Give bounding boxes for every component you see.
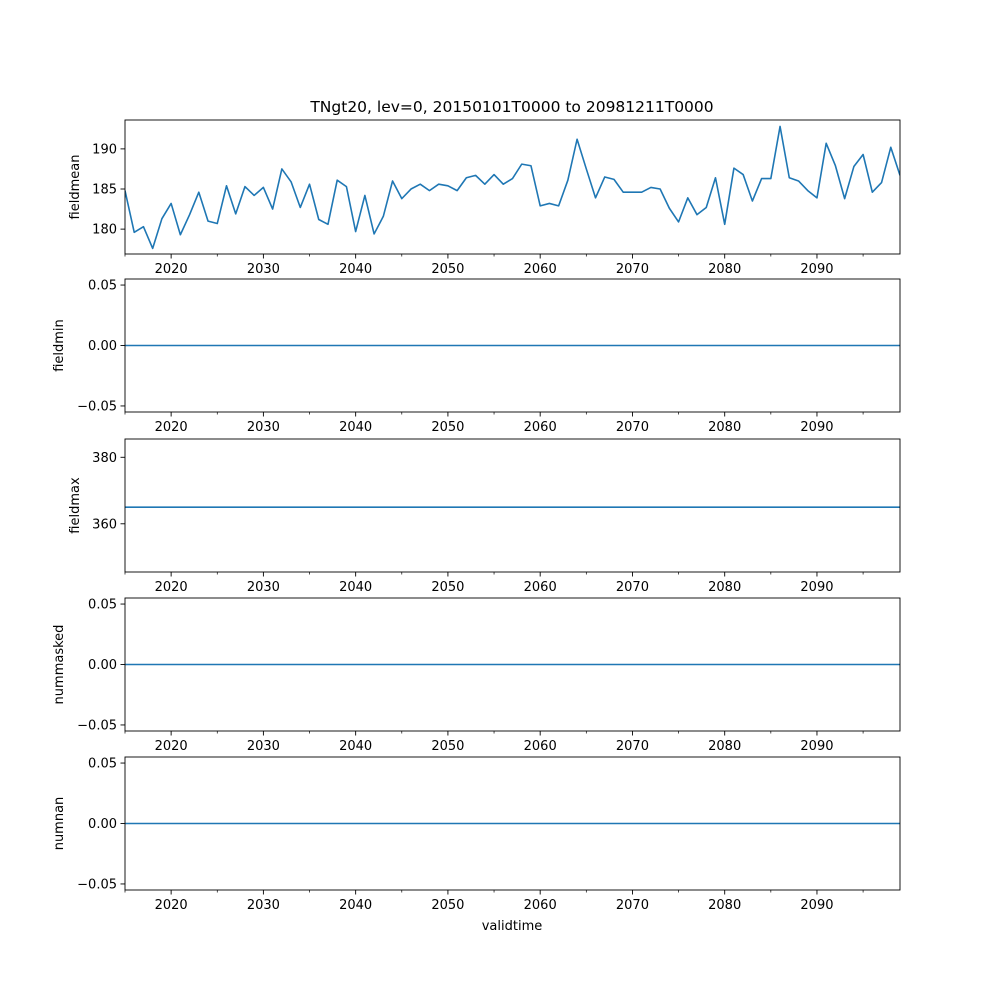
x-tick-label: 2040 bbox=[339, 420, 372, 435]
x-tick-label: 2040 bbox=[339, 580, 372, 595]
y-tick-label: 360 bbox=[92, 517, 117, 532]
subplot-nummasked: 2020 2030 2040 2050 2060 2070 2080 2090 −0.05 0.0… bbox=[52, 598, 901, 754]
y-tick-label: 380 bbox=[92, 451, 117, 466]
x-tick-label: 2050 bbox=[431, 739, 464, 754]
x-tick-label: 2050 bbox=[431, 580, 464, 595]
x-tick-label: 2080 bbox=[708, 262, 741, 277]
y-tick-label: 0.00 bbox=[88, 339, 117, 354]
x-tick-label: 2020 bbox=[155, 262, 188, 277]
x-tick-label: 2020 bbox=[155, 580, 188, 595]
y-axis-label-fieldmin: fieldmin bbox=[52, 319, 67, 372]
y-tick-label: 180 bbox=[92, 223, 117, 238]
subplot-fieldmax: 2020 2030 2040 2050 2060 2070 2080 2090 360 380 fi… bbox=[68, 438, 901, 595]
y-axis-label-numnan: numnan bbox=[52, 797, 67, 851]
x-tick-label: 2060 bbox=[524, 262, 557, 277]
subplot-fieldmean: 2020 2030 2040 2050 2060 2070 2080 2090 180 185 19… bbox=[68, 119, 901, 277]
y-tick-label: −0.05 bbox=[77, 399, 117, 414]
x-tick-label: 2070 bbox=[616, 739, 649, 754]
y-axis-label-nummasked: nummasked bbox=[52, 625, 67, 705]
x-tick-label: 2080 bbox=[708, 739, 741, 754]
x-tick-label: 2090 bbox=[800, 262, 833, 277]
x-tick-label: 2030 bbox=[247, 262, 280, 277]
x-tick-label: 2060 bbox=[524, 739, 557, 754]
x-tick-label: 2050 bbox=[431, 420, 464, 435]
subplot-panels: 2020 2030 2040 2050 2060 2070 2080 2090 180 185 19… bbox=[52, 119, 901, 913]
x-tick-label: 2090 bbox=[800, 739, 833, 754]
x-tick-label: 2060 bbox=[524, 420, 557, 435]
y-tick-label: 185 bbox=[92, 183, 117, 198]
y-tick-label: 190 bbox=[92, 142, 117, 157]
axes-frame bbox=[124, 438, 901, 573]
y-tick-label: 0.05 bbox=[88, 757, 117, 772]
x-tick-label: 2070 bbox=[616, 262, 649, 277]
x-tick-label: 2070 bbox=[616, 898, 649, 913]
x-tick-label: 2030 bbox=[247, 580, 280, 595]
x-tick-label: 2080 bbox=[708, 420, 741, 435]
figure-title: TNgt20, lev=0, 20150101T0000 to 20981211… bbox=[309, 98, 713, 116]
x-tick-label: 2050 bbox=[431, 262, 464, 277]
subplot-numnan: 2020 2030 2040 2050 2060 2070 2080 2090 −0.05 0.0… bbox=[52, 757, 901, 913]
x-tick-label: 2060 bbox=[524, 898, 557, 913]
x-axis-label: validtime bbox=[482, 919, 543, 934]
x-tick-label: 2020 bbox=[155, 739, 188, 754]
x-tick-label: 2030 bbox=[247, 739, 280, 754]
x-tick-label: 2070 bbox=[616, 580, 649, 595]
x-tick-label: 2070 bbox=[616, 420, 649, 435]
y-tick-label: −0.05 bbox=[77, 718, 117, 733]
y-tick-label: 0.00 bbox=[88, 658, 117, 673]
x-tick-label: 2060 bbox=[524, 580, 557, 595]
x-tick-label: 2090 bbox=[800, 580, 833, 595]
subplot-fieldmin: 2020 2030 2040 2050 2060 2070 2080 2090 −0.05 0.0… bbox=[52, 279, 901, 435]
y-axis-label-fieldmax: fieldmax bbox=[68, 477, 83, 534]
x-tick-label: 2040 bbox=[339, 739, 372, 754]
x-tick-label: 2090 bbox=[800, 898, 833, 913]
y-tick-label: 0.05 bbox=[88, 279, 117, 294]
x-tick-label: 2030 bbox=[247, 898, 280, 913]
x-tick-label: 2090 bbox=[800, 420, 833, 435]
y-axis-label-fieldmean: fieldmean bbox=[68, 155, 83, 220]
x-tick-label: 2040 bbox=[339, 898, 372, 913]
x-tick-label: 2040 bbox=[339, 262, 372, 277]
x-tick-label: 2020 bbox=[155, 420, 188, 435]
x-tick-label: 2030 bbox=[247, 420, 280, 435]
x-tick-label: 2080 bbox=[708, 898, 741, 913]
x-tick-label: 2050 bbox=[431, 898, 464, 913]
y-tick-label: −0.05 bbox=[77, 877, 117, 892]
y-tick-label: 0.05 bbox=[88, 598, 117, 613]
axes-frame bbox=[124, 119, 901, 255]
y-tick-label: 0.00 bbox=[88, 817, 117, 832]
x-tick-label: 2080 bbox=[708, 580, 741, 595]
x-tick-label: 2020 bbox=[155, 898, 188, 913]
series-line-fieldmean bbox=[125, 125, 900, 250]
